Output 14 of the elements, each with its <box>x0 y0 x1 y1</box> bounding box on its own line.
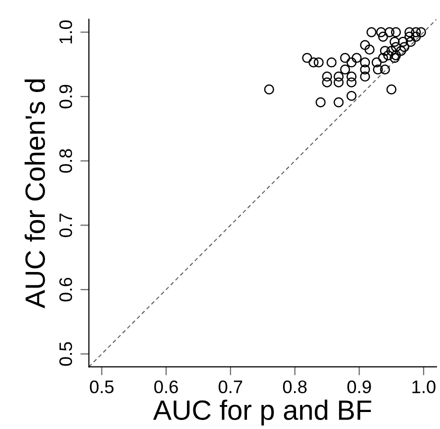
y-axis-title: AUC for Cohen's d <box>24 79 46 308</box>
y-tick-label: 1.0 <box>59 20 72 44</box>
x-tick-label: 0.7 <box>218 380 242 394</box>
x-tick-label: 0.9 <box>347 380 371 394</box>
y-tick-label: 0.5 <box>59 342 72 366</box>
y-tick-label: 0.6 <box>59 278 72 302</box>
x-tick-label: 0.8 <box>283 380 307 394</box>
x-axis-title: AUC for p and BF <box>153 400 372 426</box>
x-tick-label: 1.0 <box>412 380 436 394</box>
x-tick-label: 0.6 <box>154 380 178 394</box>
y-tick-label: 0.9 <box>59 84 72 108</box>
y-tick-label: 0.8 <box>59 149 72 173</box>
y-tick-label: 0.7 <box>59 214 72 238</box>
x-tick-label: 0.5 <box>90 380 114 394</box>
